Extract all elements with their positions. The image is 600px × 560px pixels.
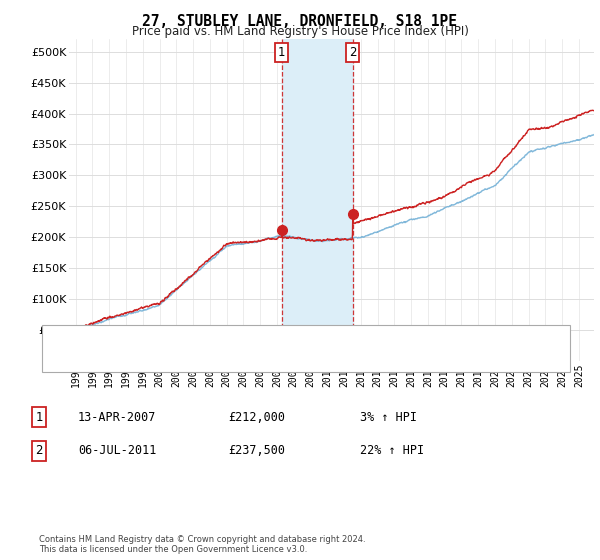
Text: 22% ↑ HPI: 22% ↑ HPI — [360, 444, 424, 458]
Text: 13-APR-2007: 13-APR-2007 — [78, 410, 157, 424]
Text: 3% ↑ HPI: 3% ↑ HPI — [360, 410, 417, 424]
Text: 27, STUBLEY LANE, DRONFIELD, S18 1PE: 27, STUBLEY LANE, DRONFIELD, S18 1PE — [143, 14, 458, 29]
Bar — [281, 39, 353, 361]
Text: £237,500: £237,500 — [228, 444, 285, 458]
Text: 1: 1 — [35, 410, 43, 424]
Text: Price paid vs. HM Land Registry's House Price Index (HPI): Price paid vs. HM Land Registry's House … — [131, 25, 469, 38]
Text: 2: 2 — [35, 444, 43, 458]
Text: £212,000: £212,000 — [228, 410, 285, 424]
Text: 27, STUBLEY LANE, DRONFIELD, S18 1PE (detached house): 27, STUBLEY LANE, DRONFIELD, S18 1PE (de… — [87, 333, 394, 343]
Text: HPI: Average price, detached house, North East Derbyshire: HPI: Average price, detached house, Nort… — [87, 356, 395, 366]
Text: 2: 2 — [349, 45, 356, 59]
Text: ——: —— — [54, 354, 79, 367]
Text: 06-JUL-2011: 06-JUL-2011 — [78, 444, 157, 458]
Text: ——: —— — [54, 332, 79, 344]
Text: 1: 1 — [278, 45, 286, 59]
Text: Contains HM Land Registry data © Crown copyright and database right 2024.
This d: Contains HM Land Registry data © Crown c… — [39, 535, 365, 554]
